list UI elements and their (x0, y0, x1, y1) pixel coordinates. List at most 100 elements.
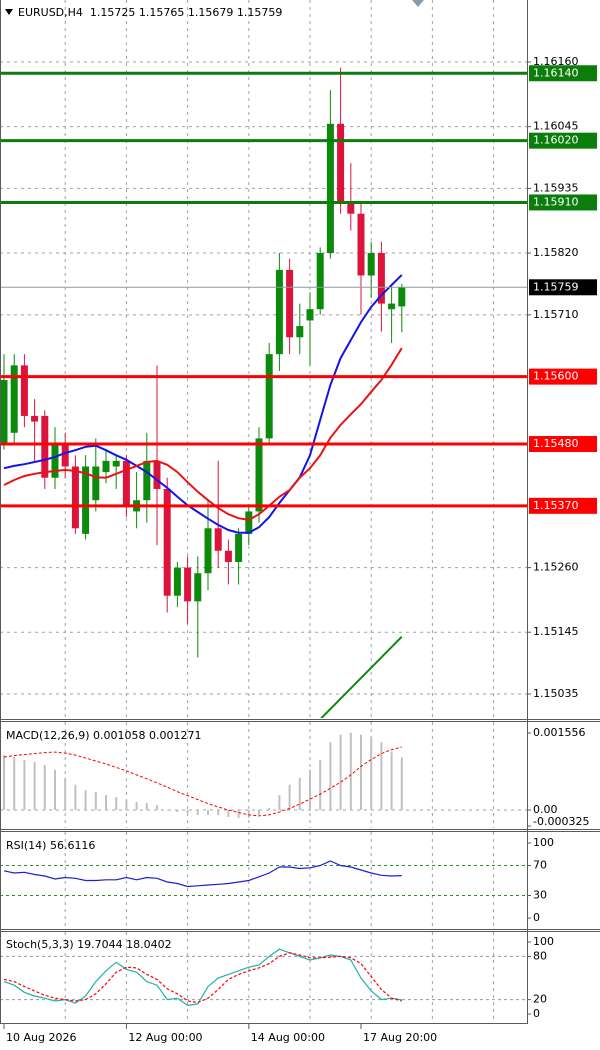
macd-bar (166, 809, 169, 811)
y-tick-label: 1.15260 (533, 561, 579, 574)
macd-bar (207, 809, 209, 815)
macd-bar (33, 761, 36, 810)
macd-bar (349, 732, 352, 810)
candle-body (71, 466, 79, 529)
y-tick-label: 1.16160 (533, 55, 579, 68)
indicator-line (3, 347, 403, 521)
macd-bar (186, 809, 189, 813)
level-label-box (529, 194, 597, 211)
macd-bar (145, 803, 148, 810)
candle-body (398, 287, 406, 307)
candle-body (235, 533, 243, 562)
candle-body (347, 202, 355, 214)
candle-body (204, 528, 212, 574)
level-label-box (529, 65, 597, 82)
candle-body (82, 466, 90, 534)
y-tick-label: 70 (533, 859, 547, 872)
level-label: 1.16140 (533, 66, 579, 79)
candle-body (143, 460, 151, 501)
macd-bar (64, 777, 67, 810)
macd-bar (3, 755, 5, 810)
macd-bar (319, 760, 322, 810)
y-tick-label: -0.000325 (533, 815, 589, 828)
candle-body (275, 269, 283, 355)
y-tick-label: 0.00 (533, 803, 558, 816)
y-tick-label: 20 (533, 993, 547, 1006)
macd-bar (298, 777, 301, 810)
macd-bar (176, 809, 179, 812)
current-price-label: 1.15759 (533, 280, 579, 293)
frame (0, 0, 600, 1024)
candle-body (0, 379, 8, 446)
candle-body (92, 466, 100, 501)
candle-body (214, 528, 222, 551)
macd-bar (227, 809, 230, 817)
macd-bar (329, 742, 332, 810)
candle-body (367, 253, 375, 276)
level-label-box (529, 436, 597, 453)
y-tick-label: 1.15035 (533, 687, 579, 700)
macd-bar (156, 805, 158, 810)
x-tick-label: 17 Aug 20:00 (363, 1031, 437, 1044)
macd-bar (247, 809, 250, 818)
candle-body (245, 511, 253, 534)
plot-area (0, 67, 406, 718)
y-tick-label: 100 (533, 935, 554, 948)
macd-bar (309, 769, 311, 810)
macd-bar (23, 760, 26, 810)
candle-body (31, 415, 39, 422)
level-label: 1.15910 (533, 195, 579, 208)
macd-bar (84, 790, 87, 810)
indicator-line (3, 860, 402, 888)
y-tick-label: 80 (533, 949, 547, 962)
y-tick-label: 0 (533, 911, 540, 924)
indicator-line (3, 948, 402, 1007)
candle-body (20, 365, 28, 416)
level-label: 1.15370 (533, 499, 579, 512)
candle-body (286, 269, 294, 338)
candle-body (10, 365, 18, 433)
macd-bar (237, 809, 240, 818)
candle-body (112, 460, 120, 467)
macd-bar (370, 738, 373, 810)
candle-body (377, 253, 385, 304)
y-tick-label: 100 (533, 836, 554, 849)
macd-bar (105, 795, 107, 810)
macd-bar (380, 742, 383, 810)
candle-body (316, 253, 324, 310)
macd-bar (360, 734, 362, 810)
macd-bar (400, 757, 403, 810)
macd-bar (125, 800, 128, 810)
macd-bar (278, 795, 281, 810)
candle-body (41, 415, 49, 478)
macd-bar (258, 809, 260, 815)
macd-bar (196, 809, 199, 815)
candle-body (61, 444, 69, 467)
candle-body (224, 550, 232, 562)
x-tick-label: 10 Aug 2026 (6, 1031, 76, 1044)
chart-title: EURUSD,H4 1.15725 1.15765 1.15679 1.1575… (18, 6, 282, 19)
candle-body (194, 573, 202, 602)
y-tick-label: 1.16045 (533, 120, 579, 133)
x-tick-label: 14 Aug 00:00 (251, 1031, 325, 1044)
macd-bar (217, 809, 220, 815)
trendline (320, 636, 403, 718)
y-tick-label: 1.15145 (533, 625, 579, 638)
candle-body (306, 309, 314, 321)
macd-bar (288, 784, 291, 810)
level-label-box (529, 497, 597, 514)
macd-bar (13, 757, 16, 810)
y-tick-label: 0.001556 (533, 726, 586, 739)
candle-body (255, 438, 263, 512)
candle-body (326, 123, 334, 254)
level-label: 1.15480 (533, 437, 579, 450)
y-tick-label: 1.15710 (533, 308, 579, 321)
macd-bar (74, 784, 77, 810)
indicator-line (3, 274, 403, 534)
level-label: 1.15600 (533, 370, 579, 383)
macd-bar (54, 769, 56, 810)
